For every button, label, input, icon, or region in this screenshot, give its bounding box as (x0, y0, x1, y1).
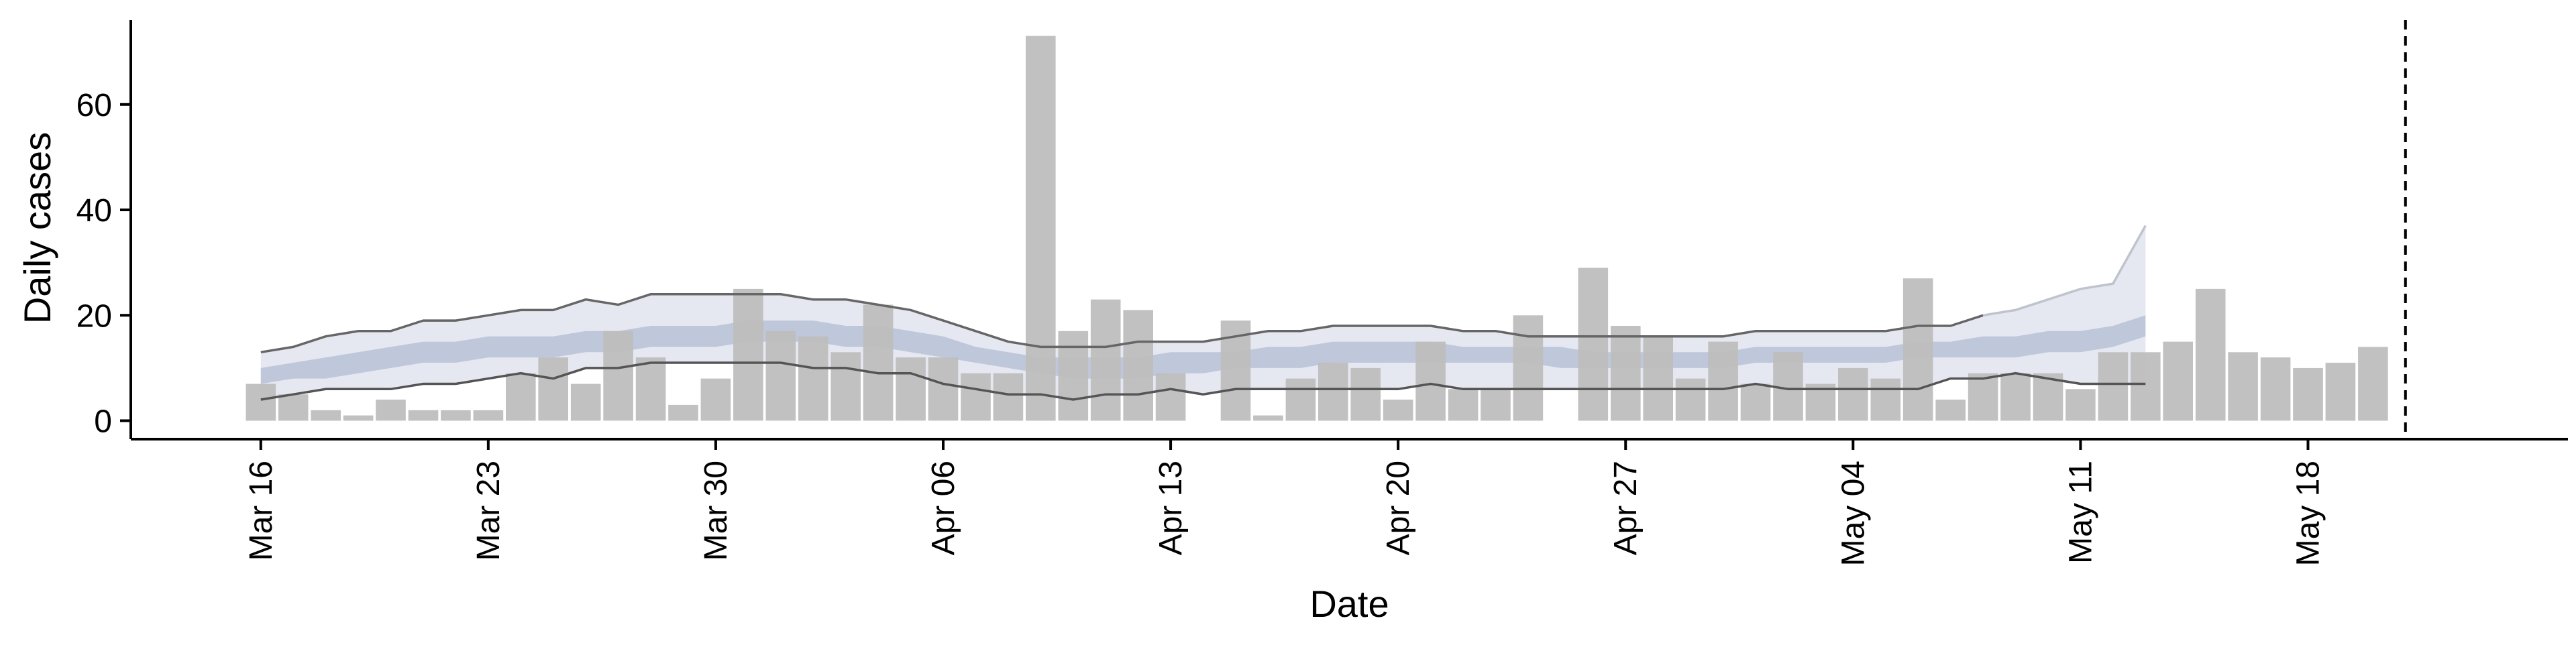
bar-2020-04-21 (1415, 341, 1446, 421)
bar-2020-05-13 (2131, 352, 2161, 421)
bar-2020-05-01 (1740, 384, 1771, 421)
axes-layer: 0 20 40 60 Mar 16 Mar 23 Mar 30 Apr 06 Apr 13 Apr… (76, 20, 2568, 566)
bar-2020-04-27 (1611, 326, 1641, 421)
bar-2020-05-18 (2293, 367, 2323, 421)
bar-2020-03-22 (441, 410, 471, 421)
bar-2020-04-01 (765, 331, 796, 421)
bar-2020-05-11 (2065, 389, 2096, 421)
bar-2020-04-30 (1708, 341, 1738, 421)
bar-2020-04-07 (961, 373, 991, 421)
x-tick-label-2020-03-16: Mar 16 (244, 461, 279, 561)
bar-2020-03-20 (376, 400, 406, 421)
estimate-band-layer (260, 225, 2146, 400)
bar-2020-05-20 (2358, 347, 2388, 421)
bar-2020-04-29 (1675, 378, 1706, 421)
bar-2020-03-24 (506, 373, 536, 421)
bar-2020-03-26 (570, 384, 601, 421)
bar-2020-03-28 (635, 357, 666, 421)
bar-2020-04-26 (1578, 268, 1609, 421)
bar-2020-03-31 (733, 288, 763, 421)
bar-2020-04-24 (1513, 315, 1544, 421)
bar-2020-03-18 (311, 410, 341, 421)
bar-2020-03-17 (278, 394, 309, 421)
x-axis-title: Date (1309, 583, 1389, 625)
bar-2020-04-16 (1253, 415, 1283, 421)
bar-layer (246, 36, 2388, 421)
bar-2020-03-29 (668, 404, 698, 421)
bar-2020-05-19 (2325, 363, 2356, 421)
upper-bound-line (260, 293, 1984, 354)
x-tick-label-2020-04-13: Apr 13 (1153, 461, 1189, 555)
bar-2020-04-20 (1383, 400, 1413, 421)
x-tick-label-2020-05-04: May 04 (1835, 461, 1871, 566)
y-tick-label-60: 60 (76, 88, 112, 123)
bar-2020-04-22 (1448, 389, 1479, 421)
bar-2020-05-12 (2098, 352, 2129, 421)
y-tick-label-40: 40 (76, 193, 112, 229)
bar-2020-03-27 (603, 331, 633, 421)
bar-2020-04-18 (1318, 363, 1348, 421)
bar-2020-04-12 (1123, 310, 1153, 421)
bar-2020-04-05 (896, 357, 926, 421)
y-axis-title: Daily cases (16, 132, 58, 324)
bar-2020-03-16 (246, 384, 276, 421)
lower-bound-line (260, 361, 2146, 401)
band-edge-layer (260, 225, 2147, 401)
y-tick-label-20: 20 (76, 298, 112, 334)
bar-2020-03-21 (408, 410, 439, 421)
x-tick-label-2020-03-23: Mar 23 (471, 461, 506, 561)
bar-2020-04-19 (1350, 367, 1381, 421)
x-tick-label-2020-04-27: Apr 27 (1608, 461, 1644, 555)
bar-2020-04-28 (1643, 336, 1673, 421)
bar-2020-03-25 (538, 357, 568, 421)
bar-2020-05-06 (1902, 278, 1933, 421)
bar-2020-05-15 (2195, 288, 2226, 421)
bar-2020-04-11 (1090, 299, 1121, 421)
bar-2020-03-19 (343, 415, 374, 421)
bar-2020-04-06 (928, 357, 959, 421)
x-tick-label-2020-05-18: May 18 (2290, 461, 2326, 566)
bar-2020-04-03 (830, 352, 861, 421)
bar-2020-05-04 (1838, 367, 1868, 421)
bar-2020-04-10 (1058, 331, 1089, 421)
bar-2020-04-23 (1481, 389, 1511, 421)
x-tick-label-2020-04-06: Apr 06 (926, 461, 961, 555)
x-tick-label-2020-05-11: May 11 (2063, 461, 2098, 564)
bar-2020-03-23 (473, 410, 504, 421)
bar-2020-05-17 (2260, 357, 2291, 421)
bar-2020-03-30 (700, 378, 731, 421)
y-tick-label-0: 0 (94, 404, 112, 439)
bar-2020-04-04 (863, 304, 894, 421)
bar-2020-04-13 (1155, 373, 1186, 421)
bar-2020-04-08 (993, 373, 1024, 421)
bar-2020-05-16 (2228, 352, 2258, 421)
bar-2020-05-05 (1870, 378, 1901, 421)
bar-2020-04-02 (798, 336, 828, 421)
inner-uncertainty-band (260, 315, 2146, 384)
upper-bound-line-forecast (1982, 225, 2147, 317)
bar-2020-05-14 (2163, 341, 2193, 421)
bar-2020-04-17 (1285, 378, 1316, 421)
x-tick-label-2020-04-20: Apr 20 (1381, 461, 1416, 555)
bar-2020-04-09 (1026, 36, 1056, 421)
x-tick-label-2020-03-30: Mar 30 (698, 461, 734, 561)
bar-2020-05-09 (2000, 373, 2031, 421)
bar-2020-05-07 (1935, 400, 1966, 421)
bar-2020-05-08 (1968, 373, 1998, 421)
